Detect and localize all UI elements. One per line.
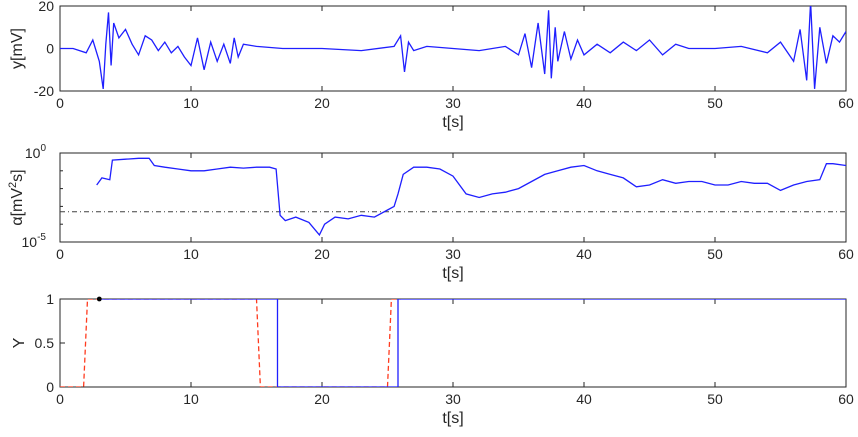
y-tick-label: 0 [46, 41, 54, 57]
y-tick-label: -20 [34, 83, 54, 99]
x-tick-label: 0 [56, 95, 64, 111]
axes-box [59, 152, 847, 243]
x-tick-label: 10 [183, 95, 199, 111]
y-tick-label: 0 [46, 379, 54, 395]
x-tick-label: 60 [838, 95, 854, 111]
x-tick-label: 50 [707, 246, 723, 262]
y-tick-label: 10-5 [22, 232, 47, 250]
x-axis-label: t[s] [442, 410, 463, 427]
y-tick-label: 20 [38, 0, 54, 14]
x-tick-label: 20 [314, 95, 330, 111]
x-tick-label: 30 [445, 246, 461, 262]
x-tick-label: 60 [838, 246, 854, 262]
series-line [60, 6, 846, 89]
x-axis-label: t[s] [442, 265, 463, 282]
series-line-dashed [60, 299, 401, 387]
x-tick-label: 50 [707, 95, 723, 111]
x-tick-label: 40 [576, 246, 592, 262]
x-tick-label: 0 [56, 246, 64, 262]
x-tick-label: 10 [183, 391, 199, 407]
x-tick-label: 30 [445, 391, 461, 407]
y-axis-label: Y [11, 337, 28, 348]
x-axis-label: t[s] [442, 114, 463, 131]
x-tick-label: 30 [445, 95, 461, 111]
y-tick-label: 100 [25, 143, 47, 161]
x-tick-label: 20 [314, 246, 330, 262]
axes-box [59, 298, 847, 388]
x-tick-label: 0 [56, 391, 64, 407]
marker-point [96, 296, 102, 302]
y-tick-label: 1 [46, 291, 54, 307]
y-axis-label: y[mV] [9, 28, 26, 69]
x-tick-label: 40 [576, 391, 592, 407]
x-tick-label: 40 [576, 95, 592, 111]
y-tick-label: 0.5 [35, 335, 55, 351]
x-tick-label: 60 [838, 391, 854, 407]
y-axis-label: α[mV2s] [7, 169, 26, 225]
x-tick-label: 20 [314, 391, 330, 407]
x-tick-label: 50 [707, 391, 723, 407]
x-tick-label: 10 [183, 246, 199, 262]
panel-2: 0 10 20 30 40 50 60 t[s] 100 10-5 α[mV2s] [7, 143, 854, 282]
series-line [96, 157, 846, 237]
panel-3: 0 10 20 30 40 50 60 t[s] 0 0.5 1 Y [11, 291, 854, 427]
